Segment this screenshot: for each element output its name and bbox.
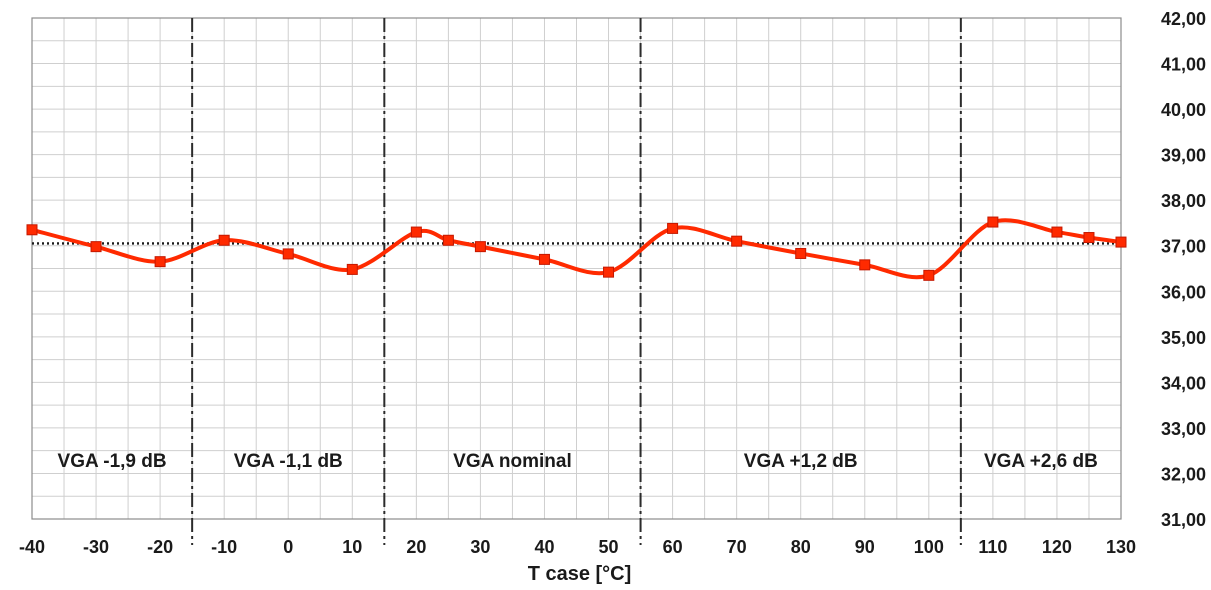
x-tick-label: 130 <box>1106 537 1136 557</box>
x-tick-label: 40 <box>534 537 554 557</box>
data-point <box>1083 232 1095 244</box>
data-point <box>731 235 743 247</box>
x-tick-label: 60 <box>663 537 683 557</box>
data-point <box>218 234 230 246</box>
y-axis-ticks: 31,00 32,00 33,00 34,00 35,00 36,00 37,00 38,00… <box>1161 9 1206 530</box>
x-tick-label: 110 <box>978 537 1007 557</box>
x-tick-label: 0 <box>283 537 293 557</box>
x-tick-label: 50 <box>599 537 619 557</box>
x-tick-label: 80 <box>791 537 811 557</box>
data-point <box>282 248 294 260</box>
x-tick-label: -30 <box>83 537 109 557</box>
data-point <box>1051 226 1063 238</box>
region-label: VGA +2,6 dB <box>984 451 1098 472</box>
y-tick-label: 31,00 <box>1161 510 1206 530</box>
x-tick-label: 30 <box>470 537 490 557</box>
plot-frame <box>31 17 1122 520</box>
y-tick-label: 40,00 <box>1161 100 1206 120</box>
x-tick-label: 20 <box>406 537 426 557</box>
y-tick-label: 38,00 <box>1161 191 1206 211</box>
x-tick-label: 100 <box>914 537 944 557</box>
data-point <box>474 241 486 253</box>
series-markers <box>26 216 1127 281</box>
data-point <box>90 241 102 253</box>
y-tick-label: 41,00 <box>1161 55 1206 75</box>
data-point <box>538 253 550 265</box>
y-tick-label: 32,00 <box>1161 464 1206 484</box>
x-axis-title: T case [°C] <box>528 563 632 585</box>
data-point <box>603 266 615 278</box>
x-axis-ticks: -40 -30 -20 -10 0 10 20 30 40 50 60 70 80 90 100 110 120… <box>19 537 1136 557</box>
y-tick-label: 42,00 <box>1161 9 1206 29</box>
data-point <box>26 224 38 236</box>
y-tick-label: 37,00 <box>1161 237 1206 257</box>
x-tick-label: 90 <box>855 537 875 557</box>
data-point <box>795 247 807 259</box>
x-tick-label: -20 <box>147 537 173 557</box>
x-tick-label: -40 <box>19 537 45 557</box>
data-point <box>987 216 999 228</box>
y-tick-label: 39,00 <box>1161 146 1206 166</box>
y-tick-label: 34,00 <box>1161 373 1206 393</box>
region-labels: VGA -1,9 dB VGA -1,1 dB VGA nominal VGA +1,… <box>58 451 1098 472</box>
data-point <box>859 259 871 271</box>
data-point <box>923 269 935 281</box>
region-label: VGA -1,9 dB <box>58 451 167 472</box>
data-point <box>1115 236 1127 248</box>
region-dividers <box>191 18 962 545</box>
data-point <box>154 256 166 268</box>
data-point <box>346 263 358 275</box>
y-tick-label: 36,00 <box>1161 282 1206 302</box>
region-label: VGA +1,2 dB <box>744 451 858 472</box>
data-point <box>442 234 454 246</box>
region-label: VGA -1,1 dB <box>234 451 343 472</box>
region-label: VGA nominal <box>453 451 572 472</box>
x-tick-label: 10 <box>342 537 362 557</box>
y-tick-label: 35,00 <box>1161 328 1206 348</box>
y-tick-label: 33,00 <box>1161 419 1206 439</box>
data-point <box>667 222 679 234</box>
x-tick-label: -10 <box>211 537 237 557</box>
x-tick-label: 70 <box>727 537 747 557</box>
x-tick-label: 120 <box>1042 537 1072 557</box>
data-point <box>410 226 422 238</box>
